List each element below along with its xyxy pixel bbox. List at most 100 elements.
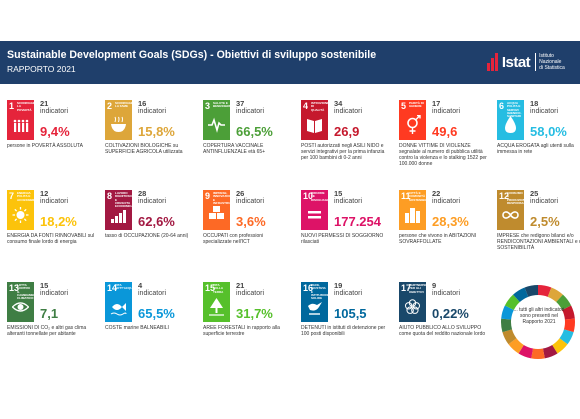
goal-tile: 8 Lavoro dignitoso e crescita economica	[105, 190, 134, 230]
indicator-count: 4 indicatori	[138, 281, 167, 297]
indicator-count: 12 indicatori	[40, 189, 69, 205]
wheel-segment	[538, 285, 552, 297]
logo-institute: Istituto Nazionale di Statistica	[535, 53, 577, 71]
wheel-segment	[531, 348, 545, 359]
goal-value: 65,5%	[138, 306, 175, 321]
goal-value: 28,3%	[432, 214, 469, 229]
goal-value: 49,6	[432, 124, 458, 139]
sun-icon	[12, 207, 29, 223]
goal-tile: 12 Consumo e produzione responsabili	[497, 190, 530, 230]
goal-description: tasso di OCCUPAZIONE (20-64 anni)	[105, 233, 189, 239]
eye-globe-icon	[12, 302, 29, 312]
goal-label: Parità di genere	[409, 101, 424, 109]
goal-value: 105,5	[334, 306, 367, 321]
wheel-segment	[508, 338, 524, 354]
buildings-icon	[405, 208, 420, 223]
goal-card-3: 3 Salute e benessere 37 indicatori 66,5%…	[203, 100, 293, 170]
goal-tile: 10 Ridurre le disuguaglianze	[301, 190, 338, 230]
goal-card-1: 1 Sconfiggere la povertà 21 indicatori 9…	[7, 100, 97, 170]
fish-icon	[110, 303, 127, 316]
goal-value: 7,1	[40, 306, 59, 321]
wheel-segment	[504, 294, 520, 310]
goal-value: 62,6%	[138, 214, 175, 229]
gender-icon	[407, 115, 421, 134]
goal-number: 4	[303, 101, 309, 111]
goal-description: persone in POVERTÀ ASSOLUTA	[7, 143, 83, 149]
goal-value: 66,5%	[236, 124, 273, 139]
book-icon	[307, 119, 322, 133]
indicator-count: 37 indicatori	[236, 99, 265, 115]
indicator-count: 25 indicatori	[530, 189, 559, 205]
goal-number: 13	[9, 283, 20, 293]
goal-tile: 14 Vita sott'acqua	[105, 282, 135, 322]
indicator-count: 18 indicatori	[530, 99, 559, 115]
goal-card-10: 10 Ridurre le disuguaglianze 15 indicato…	[301, 190, 391, 260]
goal-value: 18,2%	[40, 214, 77, 229]
wheel-segment	[501, 305, 514, 320]
goal-label: Vita sulla terra	[213, 283, 224, 294]
goal-description: persone che vivono in ABITAZIONI SOVRAFF…	[399, 233, 477, 245]
goal-label: Pace, giustizia e istituzioni solide	[311, 283, 329, 301]
goal-value: 2,5%	[530, 214, 560, 229]
goal-tile: 13 Lotta contro il cambiamento climatico	[7, 282, 40, 322]
goal-tile: 6 Acqua pulita e servizi igienico-sanita…	[497, 100, 524, 140]
goal-value: 9,4%	[40, 124, 70, 139]
indicator-count: 16 indicatori	[138, 99, 167, 115]
goal-card-6: 6 Acqua pulita e servizi igienico-sanita…	[497, 100, 580, 170]
goal-card-14: 14 Vita sott'acqua 4 indicatori 65,5% CO…	[105, 282, 195, 352]
goal-description: IMPRESE che redigono bilanci e/o RENDICO…	[497, 233, 580, 251]
indicator-count: 34 indicatori	[334, 99, 363, 115]
goal-card-11: 11 Città e comunità sostenibili 22 indic…	[399, 190, 489, 260]
goal-card-2: 2 Sconfiggere la fame 16 indicatori 15,8…	[105, 100, 195, 170]
goal-tile: 1 Sconfiggere la povertà	[7, 100, 40, 140]
goal-number: 12	[499, 191, 510, 201]
heartbeat-icon	[208, 117, 225, 133]
goal-description: EMISSIONI DI CO₂ e altri gas clima alter…	[7, 325, 87, 337]
goal-tile: 9 Imprese, innovazione e infrastrutture	[203, 190, 240, 230]
goal-description: DETENUTI in istituti di detenzione per 1…	[301, 325, 386, 337]
cubes-icon	[209, 206, 224, 219]
goal-number: 8	[107, 191, 113, 201]
goal-tile: 15 Vita sulla terra	[203, 282, 230, 322]
goal-value: 3,6%	[236, 214, 266, 229]
indicator-count: 22 indicatori	[432, 189, 461, 205]
goal-label: Istruzione di qualità	[311, 101, 330, 112]
indicator-count: 9 indicatori	[432, 281, 461, 297]
rings-icon	[404, 299, 421, 314]
goal-label: Sconfiggere la povertà	[17, 101, 40, 112]
goal-description: ACQUA EROGATA agli utenti sulla immessa …	[497, 143, 574, 155]
indicator-count: 17 indicatori	[432, 99, 461, 115]
indicator-count: 15 indicatori	[334, 189, 363, 205]
goal-card-15: 15 Vita sulla terra 21 indicatori 31,7% …	[203, 282, 293, 352]
goal-label: Consumo e produzione responsabili	[507, 191, 530, 205]
goal-card-9: 9 Imprese, innovazione e infrastrutture …	[203, 190, 293, 260]
wheel-segment	[502, 329, 517, 345]
goal-number: 2	[107, 101, 113, 111]
goal-number: 10	[303, 191, 314, 201]
goal-tile: 4 Istruzione di qualità	[301, 100, 330, 140]
goal-value: 26,9	[334, 124, 360, 139]
wheel-segment	[513, 287, 529, 303]
goal-number: 16	[303, 283, 314, 293]
water-drop-icon	[505, 116, 516, 133]
wheel-segment	[518, 344, 534, 359]
footer-note: ... tutti gli altri indicatori sono pres…	[513, 307, 565, 325]
goal-number: 5	[401, 101, 407, 111]
wheel-segment	[556, 294, 572, 310]
goal-tile: 17 Partnership per gli obiettivi	[399, 282, 430, 322]
goal-description: COLTIVAZIONI BIOLOGICHE su SUPERFICIE AG…	[105, 143, 183, 155]
goal-description: DONNE VITTIME DI VIOLENZE segnalate al n…	[399, 143, 487, 167]
indicator-count: 19 indicatori	[334, 281, 363, 297]
goal-card-13: 13 Lotta contro il cambiamento climatico…	[7, 282, 97, 352]
indicator-count: 15 indicatori	[40, 281, 69, 297]
goal-number: 1	[9, 101, 15, 111]
goal-value: 177.254	[334, 214, 381, 229]
family-icon	[13, 119, 29, 132]
goal-label: Energia pulita e accessibile	[17, 191, 38, 202]
goal-value: 0,22%	[432, 306, 469, 321]
wheel-segment	[552, 338, 568, 354]
goal-card-12: 12 Consumo e produzione responsabili 25 …	[497, 190, 580, 260]
goal-tile: 7 Energia pulita e accessibile	[7, 190, 38, 230]
goal-value: 31,7%	[236, 306, 273, 321]
